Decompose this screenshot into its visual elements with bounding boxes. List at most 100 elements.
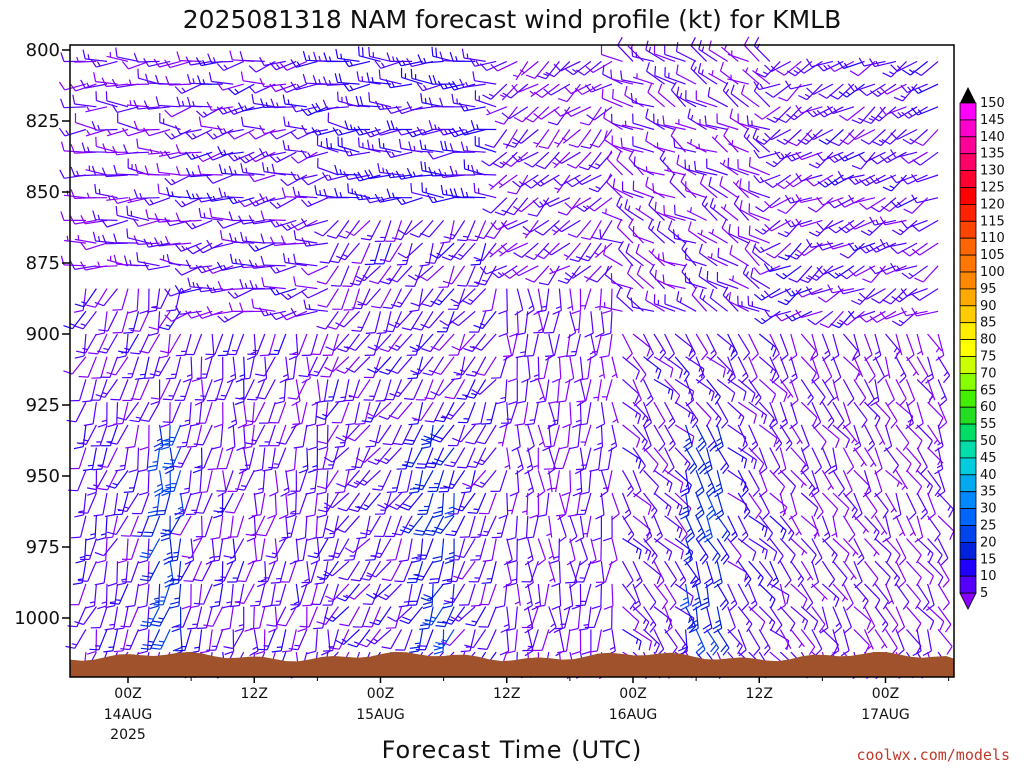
wind-barb bbox=[139, 288, 150, 314]
wind-barb bbox=[174, 492, 185, 520]
wind-barb bbox=[584, 311, 594, 338]
wind-barb bbox=[247, 333, 266, 356]
wind-barb bbox=[821, 515, 831, 543]
wind-barb bbox=[408, 402, 424, 426]
wind-barb bbox=[338, 560, 361, 581]
wind-barb bbox=[578, 356, 592, 381]
wind-barb bbox=[575, 583, 592, 607]
wind-barb bbox=[324, 606, 350, 623]
wind-barb bbox=[927, 469, 942, 497]
wind-barb bbox=[601, 208, 623, 221]
wind-barb bbox=[471, 378, 497, 395]
wind-barb bbox=[162, 447, 182, 469]
wind-barb bbox=[490, 470, 508, 492]
wind-barb bbox=[451, 93, 476, 108]
wind-barb bbox=[758, 538, 778, 561]
wind-barb bbox=[818, 83, 844, 99]
wind-barb bbox=[86, 470, 108, 491]
wind-barb bbox=[194, 379, 205, 406]
wind-barb bbox=[104, 606, 119, 631]
wind-barb bbox=[536, 61, 560, 80]
wind-barb bbox=[300, 149, 329, 159]
wind-barb bbox=[612, 88, 634, 108]
wind-barb bbox=[716, 447, 730, 474]
wind-barb bbox=[733, 195, 750, 221]
wind-barb bbox=[567, 288, 574, 311]
colorbar-label: 80 bbox=[980, 333, 997, 348]
wind-barb bbox=[779, 515, 795, 542]
wind-barb bbox=[816, 106, 844, 118]
wind-barb bbox=[695, 538, 709, 565]
wind-barb bbox=[664, 515, 683, 539]
wind-barb bbox=[235, 470, 255, 491]
wind-barb bbox=[90, 424, 108, 447]
wind-barb bbox=[622, 537, 642, 560]
wind-barb bbox=[874, 538, 892, 563]
wind-barb bbox=[192, 515, 203, 542]
wind-barb bbox=[422, 606, 445, 626]
colorbar-label: 100 bbox=[980, 265, 1005, 280]
wind-barb bbox=[606, 150, 623, 176]
wind-barb bbox=[911, 307, 939, 317]
wind-barb bbox=[115, 205, 139, 221]
wind-barb bbox=[357, 492, 381, 511]
wind-barb bbox=[92, 231, 118, 244]
wind-barb bbox=[466, 447, 487, 468]
wind-barb bbox=[380, 242, 403, 263]
wind-barb bbox=[388, 310, 413, 329]
wind-barb bbox=[748, 203, 771, 221]
wind-barb bbox=[478, 606, 497, 628]
wind-barb bbox=[206, 239, 234, 249]
wind-barb bbox=[611, 492, 620, 521]
wind-barb bbox=[269, 151, 297, 163]
wind-barb bbox=[117, 538, 129, 564]
colorbar-label: 60 bbox=[980, 400, 997, 415]
wind-barb bbox=[534, 219, 560, 236]
wind-barb bbox=[481, 151, 508, 167]
wind-barb bbox=[769, 538, 784, 565]
wind-barb bbox=[873, 470, 883, 498]
wind-barb bbox=[708, 228, 729, 244]
wind-barb bbox=[811, 379, 826, 406]
wind-barb bbox=[395, 57, 423, 67]
wind-barb bbox=[257, 356, 268, 383]
wind-barb bbox=[400, 67, 423, 85]
wind-barb bbox=[574, 174, 602, 186]
wind-barb bbox=[622, 378, 640, 404]
wind-barb bbox=[524, 447, 534, 475]
wind-barb bbox=[337, 333, 360, 353]
wind-barb bbox=[289, 333, 308, 356]
wind-barb bbox=[884, 356, 891, 379]
wind-barb bbox=[828, 447, 838, 475]
wind-barb bbox=[448, 333, 466, 356]
wind-barb bbox=[257, 560, 276, 583]
wind-barb bbox=[325, 583, 350, 601]
wind-barb bbox=[122, 60, 150, 70]
wind-barb bbox=[679, 492, 690, 520]
wind-barb bbox=[552, 151, 571, 169]
wind-barb bbox=[664, 401, 676, 429]
wind-barb bbox=[342, 265, 361, 287]
wind-barb bbox=[385, 168, 413, 179]
wind-barb bbox=[507, 538, 518, 564]
wind-barb bbox=[553, 219, 581, 233]
wind-barb bbox=[248, 173, 276, 183]
wind-barb bbox=[174, 197, 202, 208]
wind-barb bbox=[905, 402, 914, 430]
wind-barb bbox=[176, 424, 192, 448]
wind-barb bbox=[742, 264, 760, 290]
wind-barb bbox=[900, 83, 928, 94]
wind-barb bbox=[409, 288, 424, 313]
wind-barb bbox=[465, 606, 487, 627]
wind-barb bbox=[543, 83, 571, 96]
wind-barb bbox=[674, 583, 694, 606]
wind-barb bbox=[279, 561, 297, 583]
wind-barb bbox=[906, 560, 922, 587]
wind-barb bbox=[800, 560, 814, 581]
wind-barb bbox=[795, 218, 823, 228]
wind-barb bbox=[740, 84, 760, 108]
wind-barb bbox=[553, 151, 581, 164]
wind-barb bbox=[301, 356, 311, 384]
wind-barb bbox=[695, 629, 706, 657]
wind-barb bbox=[612, 178, 634, 199]
